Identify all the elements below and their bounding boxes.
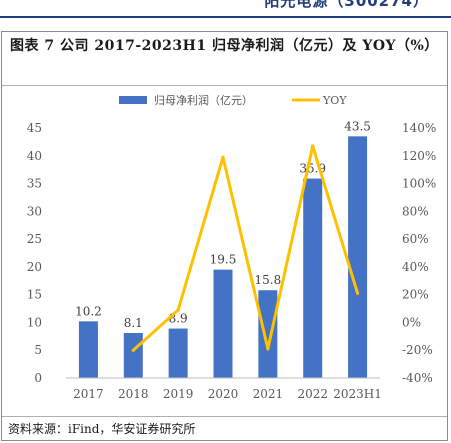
- right-axis-tick-label: 80%: [402, 204, 429, 218]
- yoy-line: [132, 144, 360, 352]
- x-axis-tick-label: 2019: [163, 387, 194, 401]
- yoy-point: [355, 291, 360, 295]
- combo-chart: 归母净利润（亿元） YOY 0 5 10 15 20 25 30 35 40 45 -40% -20…: [27, 93, 437, 401]
- left-axis-tick-label: 45: [27, 121, 42, 135]
- left-axis-tick-label: 30: [27, 204, 42, 218]
- x-axis-tick-label: 2018: [118, 387, 149, 401]
- bar-series: [78, 136, 368, 378]
- left-axis-tick-label: 0: [34, 371, 42, 385]
- yoy-point: [131, 348, 135, 352]
- x-axis-tick-label: 2017: [73, 387, 104, 401]
- figure-title-row: 图表 7 公司 2017-2023H1 归母净利润（亿元）及 YOY（%）: [2, 32, 447, 86]
- bar-value-label: 8.1: [124, 316, 143, 330]
- right-axis: -40% -20% 0% 20% 40% 60% 80% 100% 120% 140%: [402, 121, 436, 385]
- left-axis-tick-label: 35: [27, 177, 42, 191]
- x-axis: 2017 2018 2019 2020 2021 2022 2023H1: [66, 377, 382, 401]
- yoy-point: [266, 347, 270, 351]
- source-note: 资料来源：iFind，华安证券研究所: [8, 422, 196, 436]
- right-axis-tick-label: 60%: [402, 232, 429, 246]
- x-axis-tick-label: 2021: [253, 387, 284, 401]
- x-axis-tick-label: 2020: [208, 387, 239, 401]
- right-axis-tick-label: 100%: [402, 177, 436, 191]
- source-row: 资料来源：iFind，华安证券研究所: [2, 416, 447, 440]
- x-axis-tick-label: 2022: [297, 387, 328, 401]
- bar-value-label: 43.5: [344, 119, 371, 133]
- left-axis-tick-label: 5: [34, 343, 42, 357]
- legend-line-label: YOY: [322, 94, 347, 107]
- right-axis-tick-label: 20%: [402, 288, 429, 302]
- legend-bar-swatch: [119, 96, 147, 104]
- x-axis-tick-label: 2023H1: [333, 387, 382, 401]
- left-axis-tick-label: 15: [27, 288, 42, 302]
- yoy-point: [221, 155, 225, 159]
- left-axis-tick-label: 25: [27, 232, 42, 246]
- figure-title: 图表 7 公司 2017-2023H1 归母净利润（亿元）及 YOY（%）: [10, 38, 439, 54]
- report-header-text: 阳光电源（300274）: [264, 0, 429, 10]
- yoy-series: [131, 144, 360, 352]
- left-axis-tick-label: 20: [27, 260, 42, 274]
- right-axis-tick-label: 0%: [402, 315, 421, 329]
- left-axis-tick-label: 10: [27, 315, 42, 329]
- bar: [348, 136, 368, 378]
- right-axis-tick-label: 120%: [402, 149, 436, 163]
- yoy-point: [176, 308, 180, 312]
- left-axis: 0 5 10 15 20 25 30 35 40 45: [27, 121, 42, 385]
- yoy-point: [311, 144, 315, 148]
- right-axis-tick-label: 140%: [402, 121, 436, 135]
- chart-legend: 归母净利润（亿元） YOY: [119, 93, 347, 107]
- figure-frame: 图表 7 公司 2017-2023H1 归母净利润（亿元）及 YOY（%） 归母…: [1, 31, 448, 441]
- right-axis-tick-label: -20%: [402, 343, 433, 357]
- bar: [213, 269, 233, 378]
- bar-value-label: 15.8: [254, 273, 281, 287]
- bar: [78, 321, 98, 378]
- left-axis-tick-label: 40: [27, 149, 42, 163]
- bar-value-label: 8.9: [169, 312, 188, 326]
- bar-value-label: 19.5: [210, 253, 237, 267]
- right-axis-tick-label: -40%: [402, 371, 433, 385]
- right-axis-tick-label: 40%: [402, 260, 429, 274]
- bar: [123, 333, 143, 378]
- bar: [168, 328, 188, 378]
- chart-area: 归母净利润（亿元） YOY 0 5 10 15 20 25 30 35 40 45 -40% -20…: [2, 86, 447, 416]
- report-header: 阳光电源（300274）: [0, 0, 451, 26]
- legend-bar-label: 归母净利润（亿元）: [154, 93, 253, 107]
- bar: [303, 178, 323, 378]
- bar: [258, 290, 278, 378]
- header-rule: [0, 16, 451, 18]
- bar-value-label: 10.2: [75, 304, 102, 318]
